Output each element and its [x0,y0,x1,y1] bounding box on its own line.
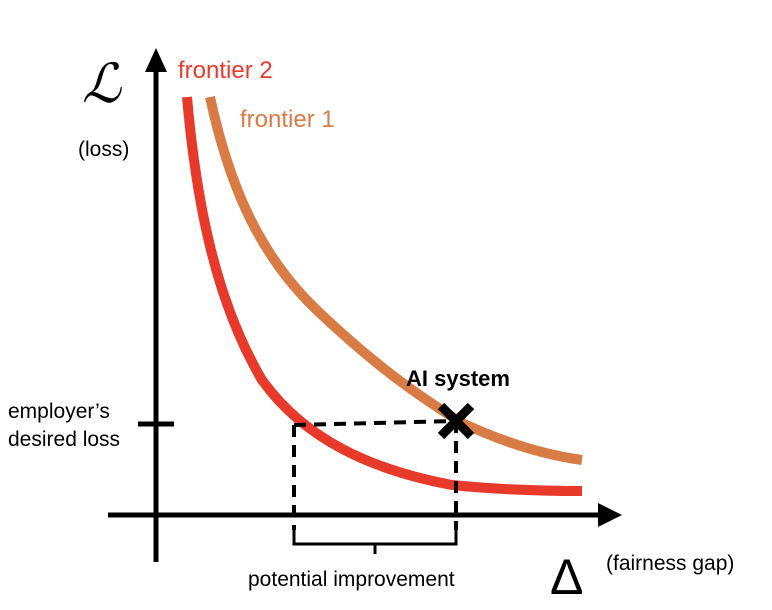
ai-system-label: AI system [406,366,510,391]
x-axis-symbol: Δ [550,549,583,605]
improvement-region [292,419,458,554]
y-axis-arrowhead [145,48,167,72]
frontier-2-label: frontier 2 [178,57,273,84]
ai-system-cross-marker [437,402,475,440]
x-axis-label: (fairness gap) [606,552,734,575]
desired-loss-label-line2: desired loss [8,428,120,451]
frontier-1-label: frontier 1 [240,106,335,133]
y-axis-symbol: ℒ [82,52,122,115]
desired-loss-label-line1: employer’s [8,400,110,423]
axes [108,48,622,562]
dashed-desired-line [293,419,457,427]
frontier-2-curve [182,96,583,496]
frontier-1-curve [205,95,583,465]
y-axis-label: (loss) [78,138,129,161]
x-axis-arrowhead [598,503,622,527]
improvement-bracket [292,530,458,554]
improvement-label: potential improvement [248,568,455,591]
